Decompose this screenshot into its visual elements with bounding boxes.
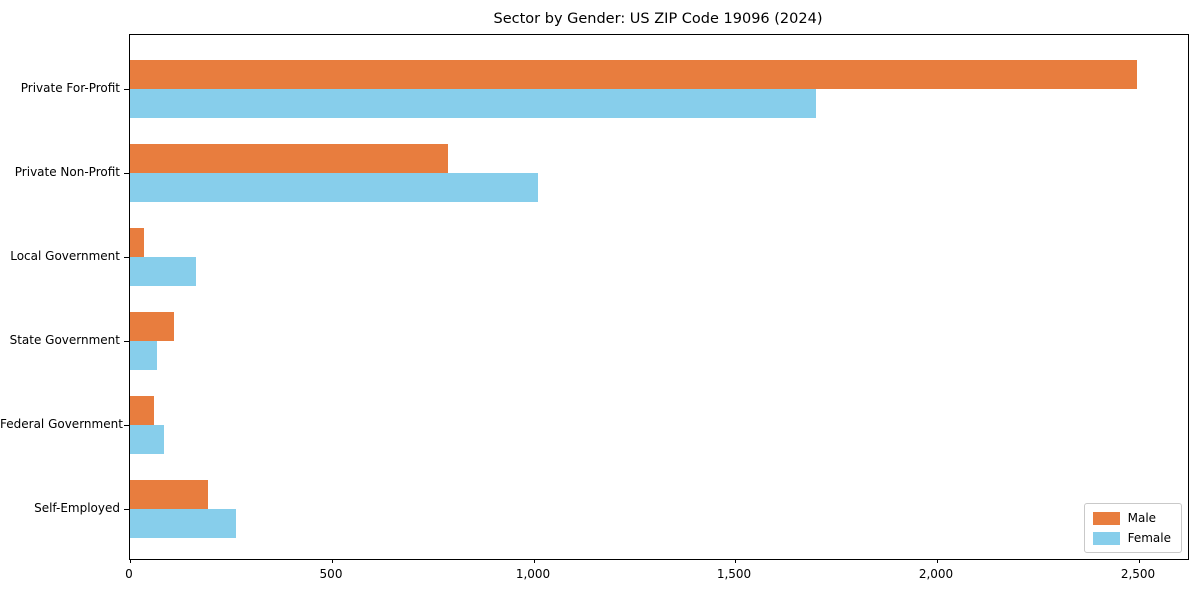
bar-female-4 xyxy=(130,425,164,454)
y-axis-category-label: Self-Employed xyxy=(34,501,120,515)
y-axis-tick xyxy=(124,425,129,426)
x-axis-tick-label: 2,000 xyxy=(918,567,954,581)
y-axis-category-label: State Government xyxy=(9,333,120,347)
x-axis-tick xyxy=(937,559,938,563)
x-axis-tick xyxy=(735,559,736,563)
bar-male-5 xyxy=(130,480,208,509)
bar-female-0 xyxy=(130,89,816,118)
y-axis-tick xyxy=(124,257,129,258)
bar-male-1 xyxy=(130,144,448,173)
x-axis-tick-label: 1,000 xyxy=(515,567,551,581)
y-axis-tick xyxy=(124,89,129,90)
legend-item-female: Female xyxy=(1092,531,1171,545)
legend-swatch-male xyxy=(1092,511,1120,525)
bar-male-2 xyxy=(130,228,144,257)
y-axis-tick xyxy=(124,341,129,342)
chart-title: Sector by Gender: US ZIP Code 19096 (202… xyxy=(493,11,823,27)
legend-label-male: Male xyxy=(1127,511,1157,525)
plot-area: Male Female xyxy=(124,34,1189,563)
x-axis-tick-label: 500 xyxy=(319,567,343,581)
bar-male-4 xyxy=(130,396,154,425)
y-axis-category-label: Private Non-Profit xyxy=(14,165,120,179)
x-axis-tick xyxy=(332,559,333,563)
legend-item-male: Male xyxy=(1092,511,1171,525)
y-axis-category-label: Federal Government xyxy=(0,417,123,431)
bar-male-0 xyxy=(130,60,1137,89)
legend-swatch-female xyxy=(1092,531,1120,545)
bar-female-3 xyxy=(130,341,157,370)
bar-female-1 xyxy=(130,173,538,202)
y-axis-tick xyxy=(124,509,129,510)
y-axis-category-label: Private For-Profit xyxy=(20,81,120,95)
x-axis-tick xyxy=(1139,559,1140,563)
x-axis-tick-label: 0 xyxy=(125,567,133,581)
x-axis-tick xyxy=(534,559,535,563)
bar-female-2 xyxy=(130,257,196,286)
x-axis-tick xyxy=(130,559,131,563)
x-axis-tick-label: 2,500 xyxy=(1120,567,1156,581)
legend: Male Female xyxy=(1083,503,1182,553)
y-axis-category-label: Local Government xyxy=(10,249,120,263)
bar-male-3 xyxy=(130,312,174,341)
legend-label-female: Female xyxy=(1127,531,1171,545)
bar-female-5 xyxy=(130,509,236,538)
x-axis-tick-label: 1,500 xyxy=(716,567,752,581)
y-axis-tick xyxy=(124,173,129,174)
